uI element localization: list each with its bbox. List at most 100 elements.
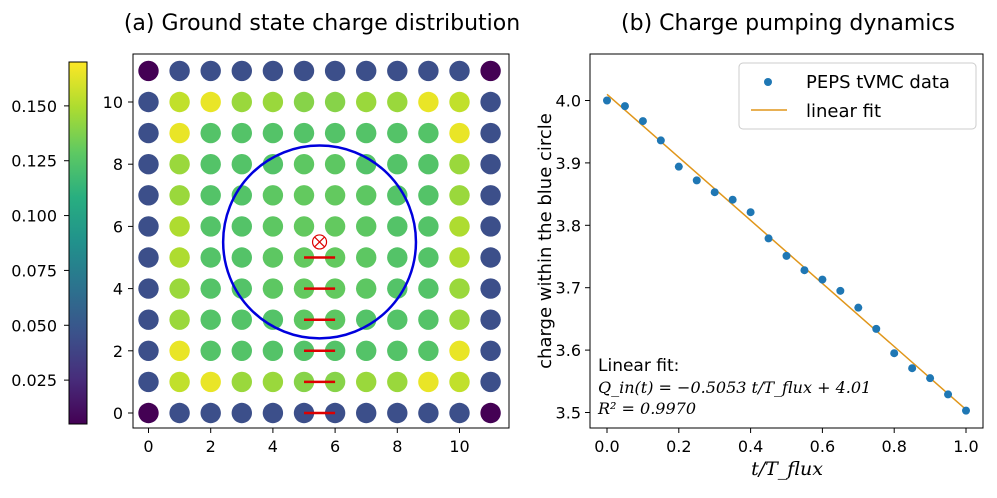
data-point: [728, 195, 737, 204]
charge-dot: [200, 216, 221, 237]
charge-dot: [418, 309, 439, 330]
colorbar-tick-label: 0.125: [11, 152, 57, 171]
panel-a-frame: [132, 53, 510, 429]
charge-dot: [293, 122, 315, 144]
charge-dot: [356, 91, 377, 113]
charge-dot: [138, 91, 159, 113]
charge-dot: [262, 278, 284, 299]
charge-dot: [418, 91, 439, 113]
panel-b-x-tick-label: 0.0: [594, 437, 619, 456]
data-point: [854, 303, 863, 312]
charge-dot: [324, 60, 346, 82]
charge-dot: [449, 185, 470, 206]
charge-dot: [293, 185, 315, 206]
charge-dot: [449, 122, 470, 144]
charge-dot: [200, 309, 221, 330]
colorbar-tick-label: 0.075: [11, 261, 57, 280]
panel-b-title: (b) Charge pumping dynamics: [621, 11, 955, 36]
charge-dot: [387, 371, 408, 393]
charge-dot: [200, 122, 221, 144]
charge-dot: [356, 154, 377, 175]
charge-dot: [231, 340, 252, 361]
charge-dot: [231, 216, 252, 237]
panel-a-x-tick-label: 4: [268, 437, 278, 456]
panel-b-y-tick-label: 3.6: [556, 341, 581, 360]
red-segments: [304, 256, 336, 415]
charge-dot: [356, 247, 377, 268]
panel-a-y-tick-label: 8: [113, 155, 123, 174]
charge-dot: [138, 340, 159, 361]
panel-b-x-label: t/T_flux: [751, 458, 823, 480]
data-point: [746, 208, 755, 217]
panel-a-x-tick-label: 8: [392, 437, 402, 456]
charge-dot: [449, 371, 470, 393]
charge-dot: [449, 60, 470, 82]
charge-dot: [324, 185, 346, 206]
charge-dot: [449, 154, 470, 175]
charge-dot: [262, 122, 284, 144]
charge-dot: [231, 60, 252, 82]
charge-dot: [418, 185, 439, 206]
charge-dot: [387, 154, 408, 175]
panel-a-x-tick-label: 6: [330, 437, 340, 456]
charge-dot: [449, 216, 470, 237]
charge-dot: [169, 216, 190, 237]
panel-a: 0 2 4 6 8 10 0 2 4 6 8 10: [103, 53, 510, 456]
panel-a-y-tick-label: 6: [113, 217, 123, 236]
charge-dot: [169, 402, 190, 424]
charge-dot: [231, 247, 252, 268]
charge-dot: [387, 122, 408, 144]
charge-dot: [480, 91, 501, 113]
colorbar-gradient: [68, 61, 88, 425]
charge-dot: [449, 247, 470, 268]
panel-a-y-tick-label: 0: [113, 404, 123, 423]
charge-dot: [480, 247, 501, 268]
charge-dot: [324, 154, 346, 175]
charge-dot: [293, 91, 315, 113]
fit-annotation-heading: Linear fit:: [598, 356, 679, 376]
charge-dot: [418, 371, 439, 393]
legend-label-fit: linear fit: [806, 101, 881, 122]
charge-dot: [138, 216, 159, 237]
panel-b-y-tick-label: 3.9: [556, 154, 581, 173]
panel-a-x-tick-label: 0: [143, 437, 153, 456]
data-point: [603, 96, 611, 105]
charge-dot: [418, 154, 439, 175]
charge-dot: [387, 216, 408, 237]
charge-dot: [200, 340, 221, 361]
charge-dot: [356, 371, 377, 393]
charge-dot: [169, 122, 190, 144]
charge-dot: [262, 154, 284, 175]
charge-dot: [231, 185, 252, 206]
charge-dot: [387, 185, 408, 206]
charge-dot: [324, 216, 346, 237]
charge-dot: [231, 122, 252, 144]
panel-b: 0.0 0.2 0.4 0.6 0.8 1.0 3.5 3.6 3.7 3.8 3.9 4.0 PEP…: [535, 53, 984, 480]
charge-dot: [231, 91, 252, 113]
data-point: [782, 251, 791, 260]
charge-dot: [418, 60, 439, 82]
charge-dot: [138, 247, 159, 268]
charge-dot: [418, 247, 439, 268]
charge-dot: [480, 340, 501, 361]
charge-dot: [262, 309, 284, 330]
panel-b-x-tick-label: 1.0: [953, 437, 978, 456]
data-point: [656, 136, 665, 145]
blue-circle: [221, 144, 418, 340]
panel-a-x-tick-label: 2: [206, 437, 216, 456]
panel-a-ticks: 0 2 4 6 8 10 0 2 4 6 8 10: [103, 93, 470, 456]
charge-dot: [356, 340, 377, 361]
data-points: [603, 96, 970, 415]
charge-dot: [293, 216, 315, 237]
panel-b-ticks: 0.0 0.2 0.4 0.6 0.8 1.0 3.5 3.6 3.7 3.8 3.9 4.0: [556, 92, 979, 457]
panel-b-y-label: charge within the blue circle: [535, 113, 556, 369]
data-point: [620, 102, 629, 111]
charge-dot: [169, 60, 190, 82]
charge-dot: [293, 60, 315, 82]
panel-b-x-tick-label: 0.4: [738, 437, 763, 456]
charge-dot: [262, 340, 284, 361]
charge-dot: [480, 309, 501, 330]
charge-dot: [387, 91, 408, 113]
charge-dot: [480, 122, 501, 144]
charge-dot: [480, 154, 501, 175]
